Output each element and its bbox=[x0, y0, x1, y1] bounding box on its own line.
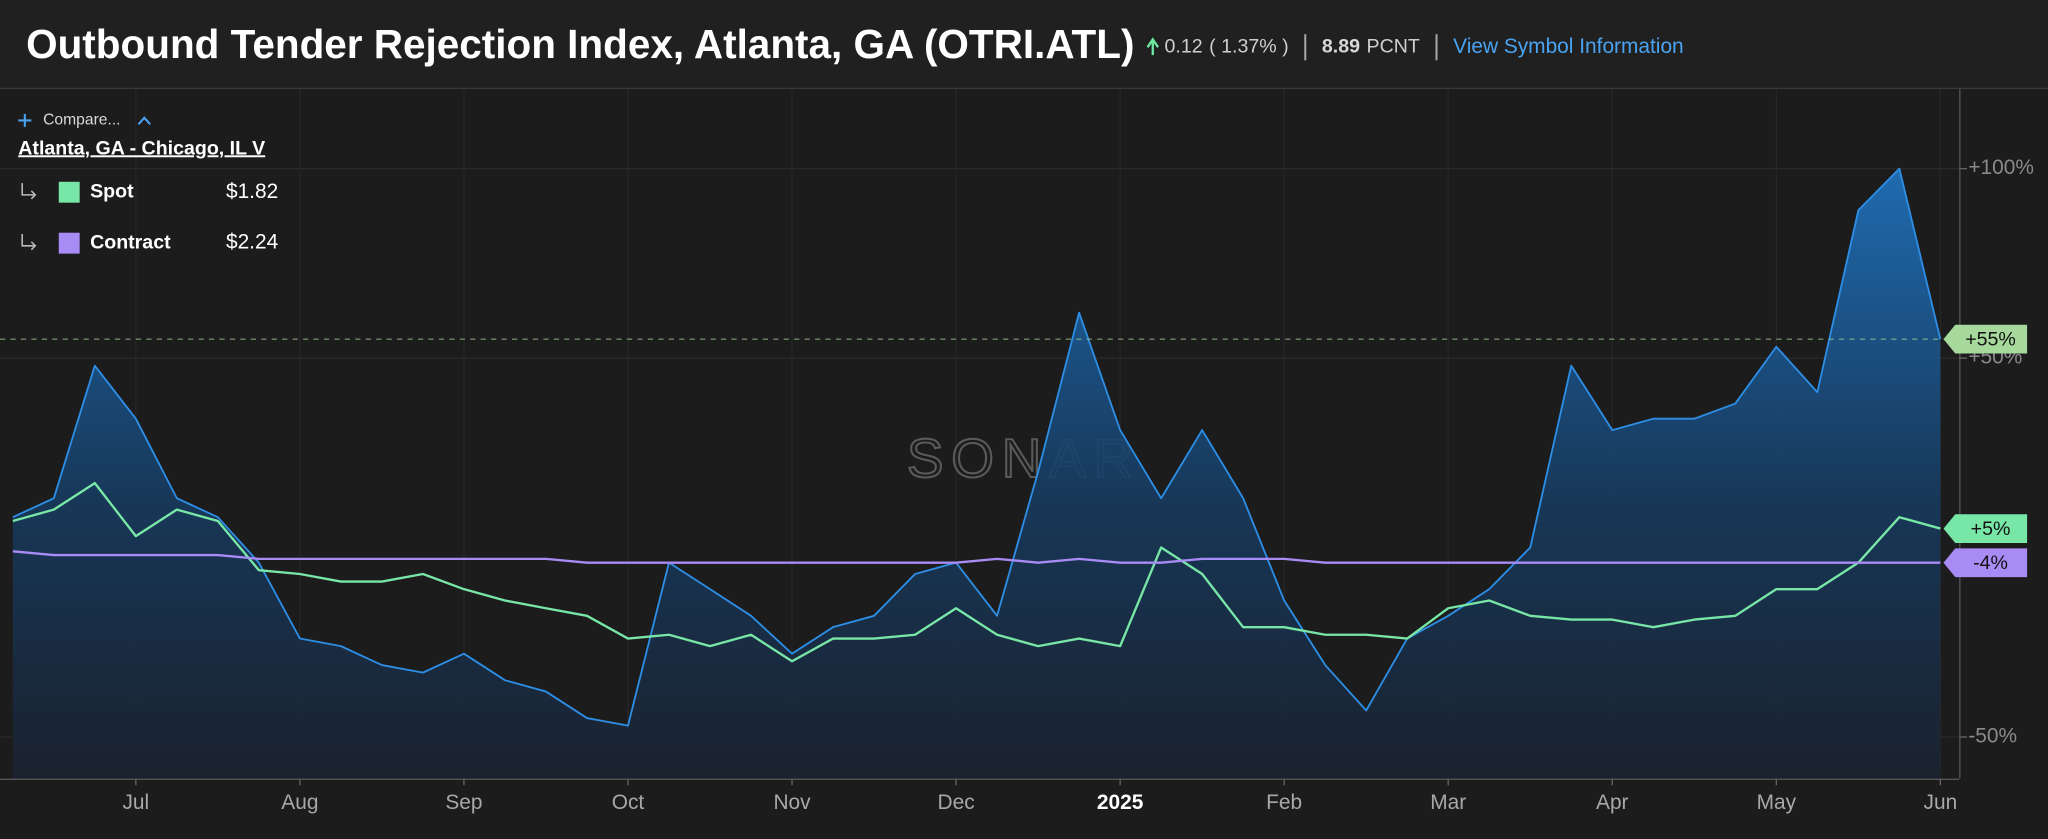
legend-label: Contract bbox=[90, 231, 171, 253]
last-value: 8.89 bbox=[1322, 35, 1360, 57]
x-tick-label: May bbox=[1757, 791, 1797, 814]
series-line bbox=[12, 167, 1942, 727]
compare-button[interactable]: Compare... bbox=[43, 112, 120, 129]
subtitle[interactable]: Atlanta, GA - Chicago, IL V bbox=[18, 137, 265, 159]
legend-value: $1.82 bbox=[226, 180, 278, 203]
legend-arrow-icon bbox=[21, 234, 37, 251]
x-tick-label: Nov bbox=[773, 791, 811, 814]
area-fill bbox=[12, 168, 1941, 779]
legend-swatch bbox=[58, 181, 80, 203]
change: 0.12 bbox=[1165, 35, 1203, 57]
chart-title: Outbound Tender Rejection Index, Atlanta… bbox=[26, 21, 1134, 67]
header: Outbound Tender Rejection Index, Atlanta… bbox=[26, 21, 1684, 67]
y-tick-label: +100% bbox=[1968, 156, 2034, 179]
x-tick-label: Feb bbox=[1266, 791, 1302, 814]
legend: Compare... Atlanta, GA - Chicago, IL V S… bbox=[18, 112, 278, 254]
x-tick-label: Aug bbox=[281, 791, 318, 814]
chevron-icon bbox=[137, 116, 151, 126]
plot bbox=[0, 167, 1960, 779]
legend-swatch bbox=[58, 232, 80, 254]
legend-label: Spot bbox=[90, 180, 134, 202]
plus-icon bbox=[18, 113, 32, 127]
last-value-label: +5% bbox=[1971, 518, 2011, 540]
x-tick-label: Oct bbox=[612, 791, 645, 814]
x-tick-label: 2025 bbox=[1097, 791, 1144, 814]
x-tick-label: Sep bbox=[445, 791, 482, 814]
separator bbox=[1304, 34, 1307, 61]
series-line bbox=[12, 481, 1941, 663]
legend-arrow-icon bbox=[21, 183, 37, 200]
legend-value: $2.24 bbox=[226, 231, 278, 254]
change-pct: ( 1.37% ) bbox=[1209, 35, 1288, 57]
x-tick-label: Jun bbox=[1924, 791, 1958, 814]
x-tick-label: Dec bbox=[938, 791, 975, 814]
y-tick-label: -50% bbox=[1968, 725, 2017, 748]
symbol-info-link[interactable]: View Symbol Information bbox=[1453, 35, 1684, 58]
unit: PCNT bbox=[1367, 35, 1420, 57]
last-value-tag bbox=[1943, 324, 2028, 354]
x-tick-label: Mar bbox=[1430, 791, 1466, 814]
up-arrow-icon bbox=[1146, 37, 1159, 56]
x-tick-label: Jul bbox=[122, 791, 149, 814]
last-value-label: -4% bbox=[1973, 552, 2008, 574]
x-tick-label: Apr bbox=[1596, 791, 1629, 814]
last-value-tag bbox=[1943, 514, 2028, 543]
last-value-tag bbox=[1943, 548, 2028, 578]
series-line bbox=[12, 550, 1941, 564]
header-bar bbox=[0, 0, 2048, 88]
axes: +100%+50%-50%Jul Aug Sep Oct Nov Dec 2025 Feb Ma… bbox=[122, 156, 2033, 814]
last-value-label: +55% bbox=[1965, 329, 2016, 351]
separator bbox=[1435, 34, 1438, 61]
